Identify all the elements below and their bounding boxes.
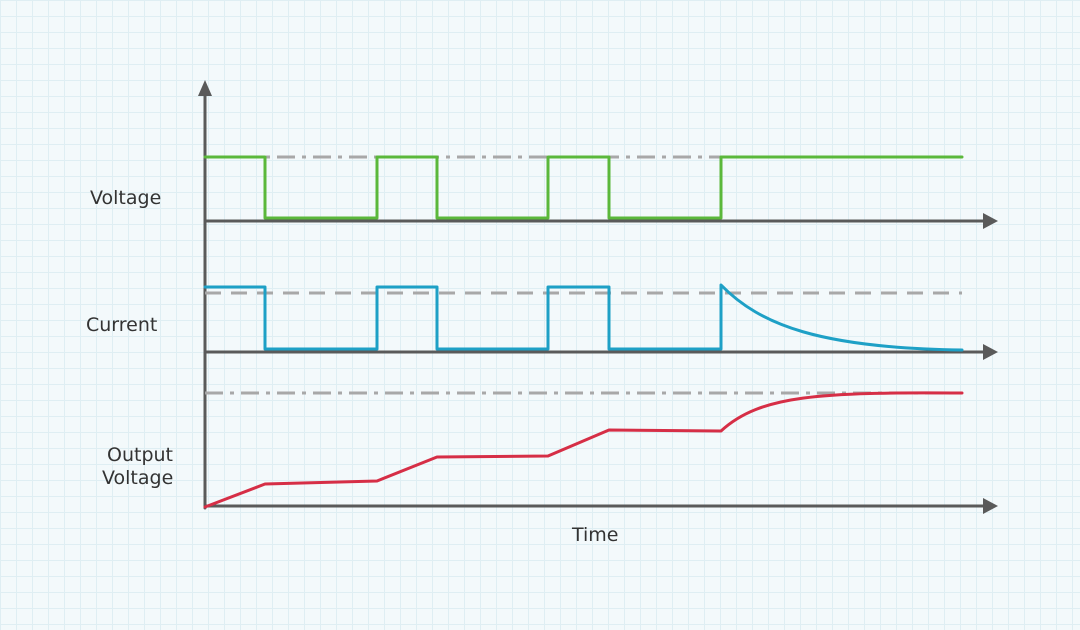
time-axis-label: Time	[571, 524, 619, 546]
voltage-label: Voltage	[90, 187, 161, 209]
current-waveform	[203, 283, 964, 352]
output-voltage-label-line2: Voltage	[102, 467, 173, 489]
vertical-axis-arrow	[198, 80, 212, 96]
time-axis-arrow	[983, 498, 998, 514]
output-voltage-label-line1: Output	[107, 444, 173, 466]
current-baseline-arrow	[983, 344, 998, 360]
output-voltage-waveform	[203, 391, 964, 509]
voltage-baseline-arrow	[983, 213, 998, 229]
current-label: Current	[86, 314, 157, 336]
voltage-waveform	[203, 155, 964, 220]
